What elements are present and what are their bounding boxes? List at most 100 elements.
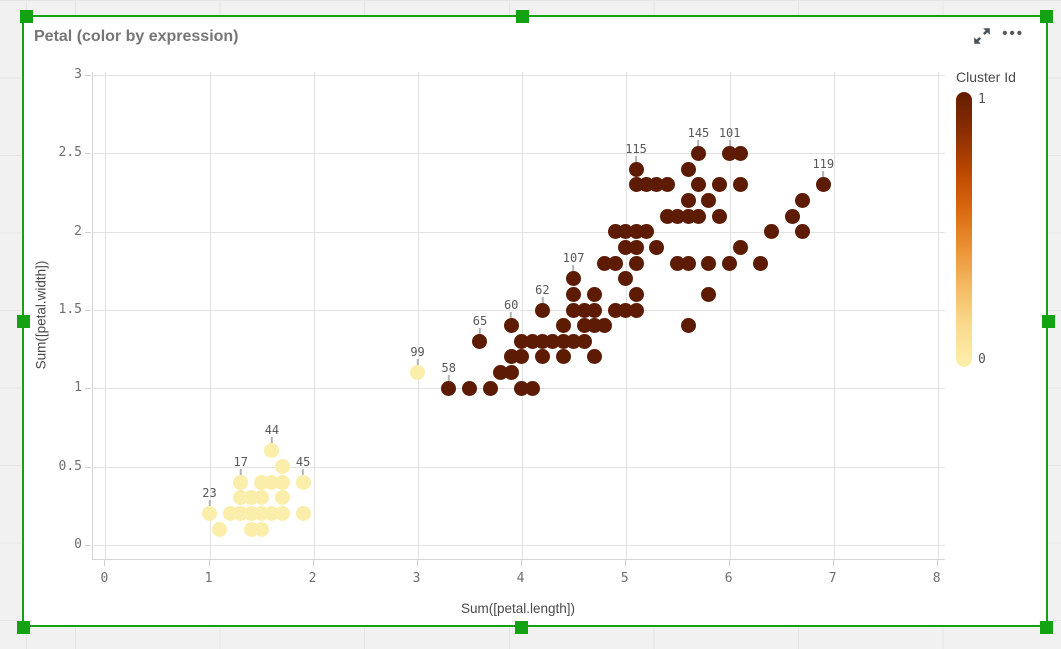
data-point[interactable] [597, 318, 613, 334]
data-point[interactable] [514, 349, 530, 365]
resize-handle-top-right[interactable] [1040, 10, 1053, 23]
data-point[interactable] [794, 192, 810, 208]
x-gridline [833, 72, 835, 559]
data-point[interactable] [628, 161, 644, 177]
data-point[interactable] [638, 224, 654, 240]
data-point[interactable] [649, 239, 665, 255]
resize-handle-bottom-center[interactable] [515, 621, 528, 634]
data-point[interactable] [628, 302, 644, 318]
data-point[interactable] [680, 192, 696, 208]
data-point[interactable] [732, 177, 748, 193]
data-point[interactable] [566, 271, 582, 287]
resize-handle-bottom-left[interactable] [17, 621, 30, 634]
data-point[interactable] [295, 474, 311, 490]
data-point[interactable] [711, 177, 727, 193]
data-point[interactable] [472, 333, 488, 349]
data-point[interactable] [503, 365, 519, 381]
data-point[interactable] [628, 286, 644, 302]
data-point[interactable] [690, 177, 706, 193]
x-tick-label: 6 [724, 571, 733, 586]
x-gridline [521, 72, 523, 559]
data-point[interactable] [680, 318, 696, 334]
data-point[interactable] [732, 239, 748, 255]
data-point[interactable] [274, 459, 290, 475]
data-point[interactable] [555, 318, 571, 334]
x-tick-label: 1 [204, 571, 213, 586]
chart-card: Petal (color by expression) ••• 23 17 44 45… [24, 17, 1046, 626]
y-tick-label: 1.5 [58, 302, 82, 318]
data-point[interactable] [274, 474, 290, 490]
data-point[interactable] [680, 255, 696, 271]
data-point[interactable] [295, 506, 311, 522]
chart-title: Petal (color by expression) [34, 28, 239, 45]
x-gridline [209, 72, 211, 559]
data-point-label: 58 [442, 361, 456, 381]
data-point[interactable] [566, 286, 582, 302]
data-point[interactable] [254, 521, 270, 537]
resize-handle-middle-left[interactable] [17, 315, 30, 328]
data-point[interactable] [711, 208, 727, 224]
data-point[interactable] [732, 145, 748, 161]
data-point[interactable] [701, 286, 717, 302]
data-point[interactable] [212, 521, 228, 537]
data-point[interactable] [482, 380, 498, 396]
x-tickmark [832, 560, 834, 566]
data-point[interactable] [586, 286, 602, 302]
resize-handle-bottom-right[interactable] [1040, 621, 1053, 634]
data-point[interactable] [586, 302, 602, 318]
data-point[interactable] [534, 349, 550, 365]
data-point[interactable] [503, 318, 519, 334]
expand-icon[interactable] [972, 26, 992, 46]
data-point[interactable] [618, 271, 634, 287]
x-tickmark [624, 560, 626, 566]
resize-handle-middle-right[interactable] [1042, 315, 1055, 328]
y-tick-label: 0.5 [58, 458, 82, 474]
data-point[interactable] [628, 239, 644, 255]
resize-handle-top-center[interactable] [516, 10, 529, 23]
data-point[interactable] [534, 302, 550, 318]
y-tick-label: 2.5 [58, 145, 82, 161]
data-point[interactable] [233, 474, 249, 490]
data-point[interactable] [815, 177, 831, 193]
data-point[interactable] [586, 349, 602, 365]
y-tick-label: 2 [74, 223, 82, 239]
data-point[interactable] [254, 490, 270, 506]
data-point[interactable] [576, 333, 592, 349]
data-point[interactable] [607, 255, 623, 271]
data-point[interactable] [701, 192, 717, 208]
y-tickmark [85, 388, 91, 390]
x-gridline [313, 72, 315, 559]
data-point[interactable] [274, 490, 290, 506]
data-point[interactable] [690, 145, 706, 161]
y-gridline [93, 310, 945, 312]
data-point[interactable] [202, 506, 217, 522]
y-tick-label: 3 [74, 67, 82, 83]
data-point[interactable] [794, 224, 810, 240]
y-tick-label: 0 [74, 536, 82, 552]
data-point[interactable] [722, 255, 738, 271]
data-point[interactable] [274, 506, 290, 522]
data-point[interactable] [753, 255, 769, 271]
data-point[interactable] [763, 224, 779, 240]
scatter-plot-area[interactable]: 23 17 44 45 99 58 65 60 62 107 115 145 101 119 [92, 72, 945, 560]
resize-handle-top-left[interactable] [20, 10, 33, 23]
data-point[interactable] [701, 255, 717, 271]
x-tick-label: 7 [828, 571, 837, 586]
data-point[interactable] [784, 208, 800, 224]
data-point[interactable] [410, 365, 426, 381]
data-point[interactable] [441, 380, 457, 396]
data-point[interactable] [462, 380, 478, 396]
x-tickmark [416, 560, 418, 566]
data-point[interactable] [690, 208, 706, 224]
x-tick-label: 3 [412, 571, 421, 586]
more-options-icon[interactable]: ••• [1002, 25, 1024, 42]
data-point[interactable] [524, 380, 540, 396]
data-point[interactable] [555, 349, 571, 365]
data-point[interactable] [659, 177, 675, 193]
data-point[interactable] [680, 161, 696, 177]
x-gridline [417, 72, 419, 559]
y-gridline [93, 231, 945, 233]
data-point[interactable] [264, 443, 280, 459]
data-point[interactable] [628, 255, 644, 271]
